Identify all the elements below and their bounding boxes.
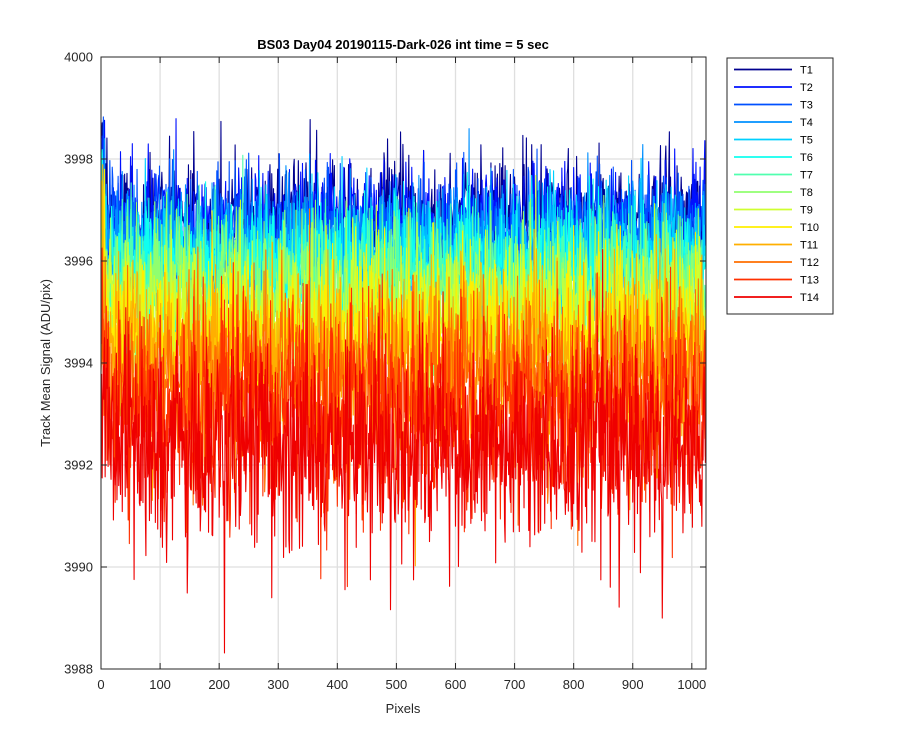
legend-label-t12: T12 [800,257,819,269]
x-tick-label: 400 [326,677,348,692]
x-tick-label: 200 [208,677,230,692]
y-tick-label: 3994 [64,356,93,371]
x-tick-label: 500 [386,677,408,692]
legend-label-t5: T5 [800,135,813,147]
y-tick-label: 3988 [64,662,93,677]
legend-label-t4: T4 [800,117,813,129]
x-tick-label: 700 [504,677,526,692]
legend-label-t10: T10 [800,222,819,234]
legend-label-t8: T8 [800,187,813,199]
legend-label-t9: T9 [800,205,813,217]
x-axis-label: Pixels [386,701,421,716]
y-tick-label: 3990 [64,560,93,575]
x-tick-label: 800 [563,677,585,692]
y-tick-label: 3998 [64,152,93,167]
y-tick-label: 3992 [64,458,93,473]
legend-label-t13: T13 [800,275,819,287]
legend-box [726,57,834,315]
series-lines [101,116,706,654]
legend-label-t14: T14 [800,292,819,304]
y-axis-label: Track Mean Signal (ADU/pix) [38,279,53,447]
legend-label-t7: T7 [800,170,813,182]
legend-label-t1: T1 [800,65,813,77]
series-line-t14 [101,248,706,654]
legend: T1 T2 T3 T4 T5 T6 T7 T8 T9 T10 T11 T12 T13 T14 [726,57,834,315]
x-tick-label: 900 [622,677,644,692]
x-tick-label: 300 [267,677,289,692]
series-line-t11 [101,164,706,567]
x-tick-label: 600 [445,677,467,692]
legend-label-t11: T11 [800,240,818,252]
legend-label-t2: T2 [800,82,813,94]
x-tick-label: 1000 [677,677,706,692]
x-tick-label: 0 [97,677,104,692]
axis-ticks: 0 100 200 300 400 500 600 700 800 900 1000 3988 3990… [64,50,706,693]
series-line-t7 [101,154,706,399]
x-tick-label: 100 [149,677,171,692]
y-tick-label: 4000 [64,50,93,65]
chart-title: BS03 Day04 20190115-Dark-026 int time = … [257,37,549,52]
legend-label-t6: T6 [800,152,813,164]
legend-label-t3: T3 [800,100,813,112]
y-tick-label: 3996 [64,254,93,269]
